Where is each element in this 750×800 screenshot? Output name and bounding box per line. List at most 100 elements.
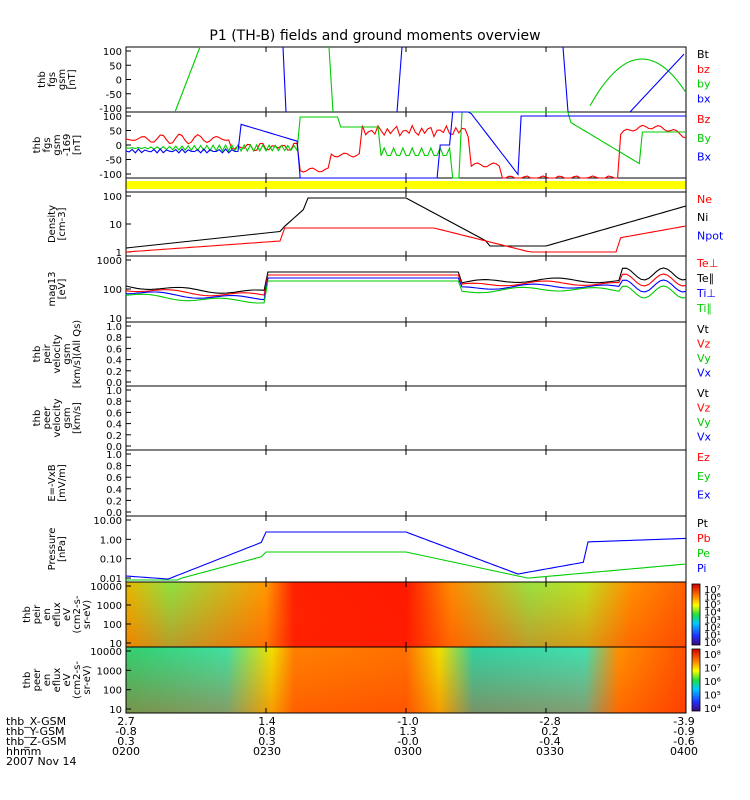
legend-entry: Bz bbox=[697, 113, 711, 126]
legend-entry: Ez bbox=[697, 451, 710, 464]
y-axis-label: mag13 bbox=[47, 272, 58, 307]
y-axis-label: velocity bbox=[52, 398, 63, 437]
legend-entry: Te⊥ bbox=[696, 257, 718, 270]
y-axis-label: peir bbox=[42, 343, 53, 363]
y-tick-label: 100 bbox=[103, 686, 122, 697]
series-line bbox=[125, 111, 686, 179]
colorbar-tick-label: 10⁷ bbox=[704, 585, 721, 596]
eph-y: -0.8 bbox=[115, 725, 137, 738]
spectrogram-shading bbox=[126, 647, 686, 713]
eph-time: 0300 bbox=[394, 745, 422, 758]
y-tick-label: 0.01 bbox=[100, 574, 122, 585]
legend-entry: Vt bbox=[697, 323, 710, 336]
series-line bbox=[174, 46, 201, 113]
y-tick-label: 1000 bbox=[97, 256, 122, 267]
panel-frame bbox=[125, 111, 687, 179]
eph-x: -2.8 bbox=[539, 715, 561, 728]
legend-entry: Npot bbox=[697, 229, 724, 242]
y-axis-label: peer bbox=[42, 406, 53, 430]
y-tick-label: 0 bbox=[116, 141, 122, 152]
y-tick-label: 1.0 bbox=[106, 322, 122, 333]
y-axis-label: E=-VxB bbox=[47, 464, 58, 501]
eph-z: 0.3 bbox=[258, 735, 276, 748]
colorbar bbox=[691, 583, 701, 646]
legend-entry: Pt bbox=[697, 517, 709, 530]
figure-title: P1 (TH-B) fields and ground moments over… bbox=[209, 28, 541, 44]
eph-y: 0.8 bbox=[258, 725, 276, 738]
eph-y: 0.2 bbox=[541, 725, 559, 738]
eph-z: -0.4 bbox=[539, 735, 561, 748]
y-tick-label: 10 bbox=[109, 220, 122, 231]
y-tick-label: 0.2 bbox=[106, 431, 122, 442]
y-tick-label: 100 bbox=[103, 47, 122, 58]
ephemeris-column: -2.8 0.2 -0.4 0330 bbox=[520, 715, 580, 757]
series-line bbox=[125, 277, 687, 301]
eph-y: -0.9 bbox=[673, 725, 695, 738]
date-label: 2007 Nov 14 bbox=[6, 755, 77, 768]
panel-frame bbox=[125, 515, 687, 583]
y-axis-label: [nPa] bbox=[57, 536, 68, 562]
legend-entry: Ne bbox=[697, 193, 712, 206]
panel-frame bbox=[125, 255, 687, 323]
colorbar-tick-label: 10⁴ bbox=[704, 704, 721, 715]
legend-entry: Pb bbox=[697, 532, 711, 545]
legend-entry: By bbox=[697, 132, 712, 145]
y-axis-label: [km/s] bbox=[72, 402, 83, 434]
legend-entry: Pe bbox=[697, 547, 710, 560]
y-tick-label: 0 bbox=[116, 76, 122, 87]
y-axis-label: eV bbox=[62, 673, 73, 686]
y-tick-label: 10 bbox=[109, 314, 122, 325]
colorbar-tick-label: 10⁷ bbox=[704, 664, 721, 675]
legend-entry: bx bbox=[697, 92, 711, 105]
y-tick-label: 100 bbox=[103, 112, 122, 123]
legend-entry: Ey bbox=[697, 470, 711, 483]
y-axis-label: eV bbox=[62, 608, 73, 621]
y-tick-label: 1.00 bbox=[100, 535, 122, 546]
y-axis-label: thb bbox=[37, 71, 48, 88]
y-axis-label: [mV/m] bbox=[57, 464, 68, 502]
y-tick-label: 100 bbox=[103, 285, 122, 296]
y-tick-label: 0.4 bbox=[106, 356, 122, 367]
eph-y: 1.3 bbox=[399, 725, 417, 738]
y-tick-label: 10000 bbox=[90, 647, 122, 658]
legend-entry: Ti⊥ bbox=[696, 287, 716, 300]
y-axis-label: thb bbox=[32, 346, 43, 363]
eph-z: -0.6 bbox=[673, 735, 695, 748]
panel-frame bbox=[125, 321, 687, 387]
y-tick-label: -50 bbox=[106, 90, 122, 101]
ephemeris-label: thb_Z-GSM bbox=[6, 735, 67, 748]
y-tick-label: 0.0 bbox=[106, 378, 122, 389]
y-tick-label: 10.00 bbox=[93, 516, 122, 527]
series-line bbox=[125, 280, 687, 304]
eph-x: -1.0 bbox=[397, 715, 419, 728]
y-axis-label: thb bbox=[32, 137, 43, 154]
ephemeris-column: -1.0 1.3 -0.0 0300 bbox=[378, 715, 438, 758]
y-tick-label: 10000 bbox=[90, 582, 122, 593]
colorbar bbox=[691, 648, 701, 712]
status-bar bbox=[126, 181, 686, 189]
legend-entry: bz bbox=[697, 63, 710, 76]
y-axis-label: sr-eV) bbox=[82, 600, 93, 629]
y-tick-label: 0.8 bbox=[106, 333, 122, 344]
colorbar-tick-label: 10² bbox=[704, 623, 721, 634]
legend-entry: Vx bbox=[697, 367, 712, 380]
series-line bbox=[126, 551, 687, 581]
y-axis-label: peir bbox=[32, 604, 43, 624]
legend-entry: Ti∥ bbox=[696, 302, 712, 315]
series-line bbox=[125, 267, 687, 294]
ephemeris-column: 1.4 0.8 0.3 0230 bbox=[237, 716, 297, 757]
y-tick-label: 0.2 bbox=[106, 496, 122, 507]
y-axis-label: -169 bbox=[62, 134, 73, 157]
y-axis-label: gsm bbox=[52, 134, 63, 155]
panel-frame bbox=[125, 385, 687, 451]
spectrogram-shading bbox=[126, 582, 686, 647]
y-tick-label: 1000 bbox=[97, 601, 122, 612]
y-tick-label: 0.8 bbox=[106, 462, 122, 473]
legend-entry: Ni bbox=[697, 211, 708, 224]
eph-z: -0.0 bbox=[397, 735, 419, 748]
series-line bbox=[396, 46, 403, 113]
y-axis-label: fgs bbox=[47, 72, 58, 87]
series-line bbox=[125, 124, 687, 179]
y-axis-label: (cm2-s- bbox=[72, 595, 83, 633]
